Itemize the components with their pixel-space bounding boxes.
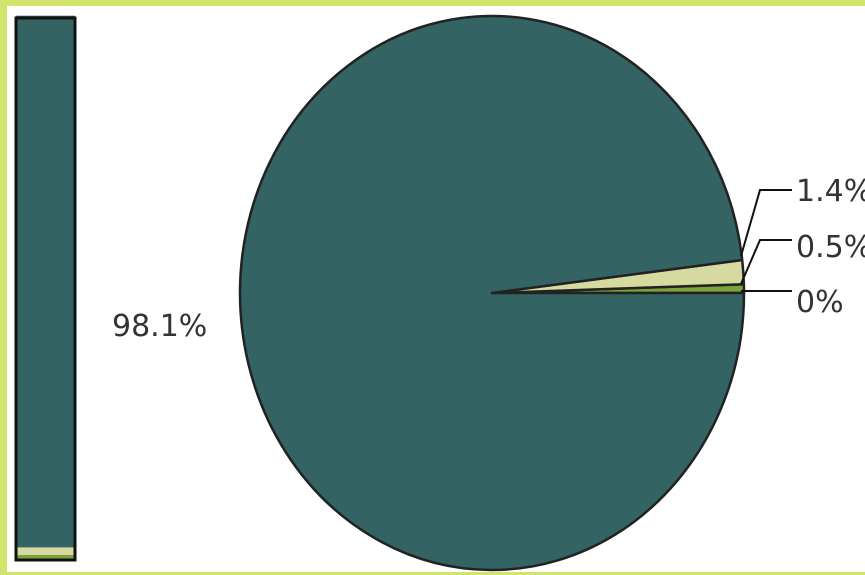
slice-label: 0%	[796, 285, 844, 320]
leader-line	[740, 239, 792, 285]
bar-segment	[16, 555, 75, 560]
bar-segment	[16, 15, 75, 548]
stacked-bar	[14, 15, 77, 562]
slice-label: 0.5%	[796, 230, 865, 265]
bar-segment	[16, 547, 75, 555]
bar-outline	[14, 16, 77, 562]
label-leaders	[740, 189, 792, 292]
pie-chart	[238, 14, 746, 572]
slice-label: 1.4%	[796, 174, 865, 209]
leader-line	[740, 189, 792, 257]
slice-labels: 98.1% 1.4% 0.5% 0%	[112, 174, 865, 344]
pie-slice	[238, 14, 746, 572]
slice-label: 98.1%	[112, 309, 207, 344]
